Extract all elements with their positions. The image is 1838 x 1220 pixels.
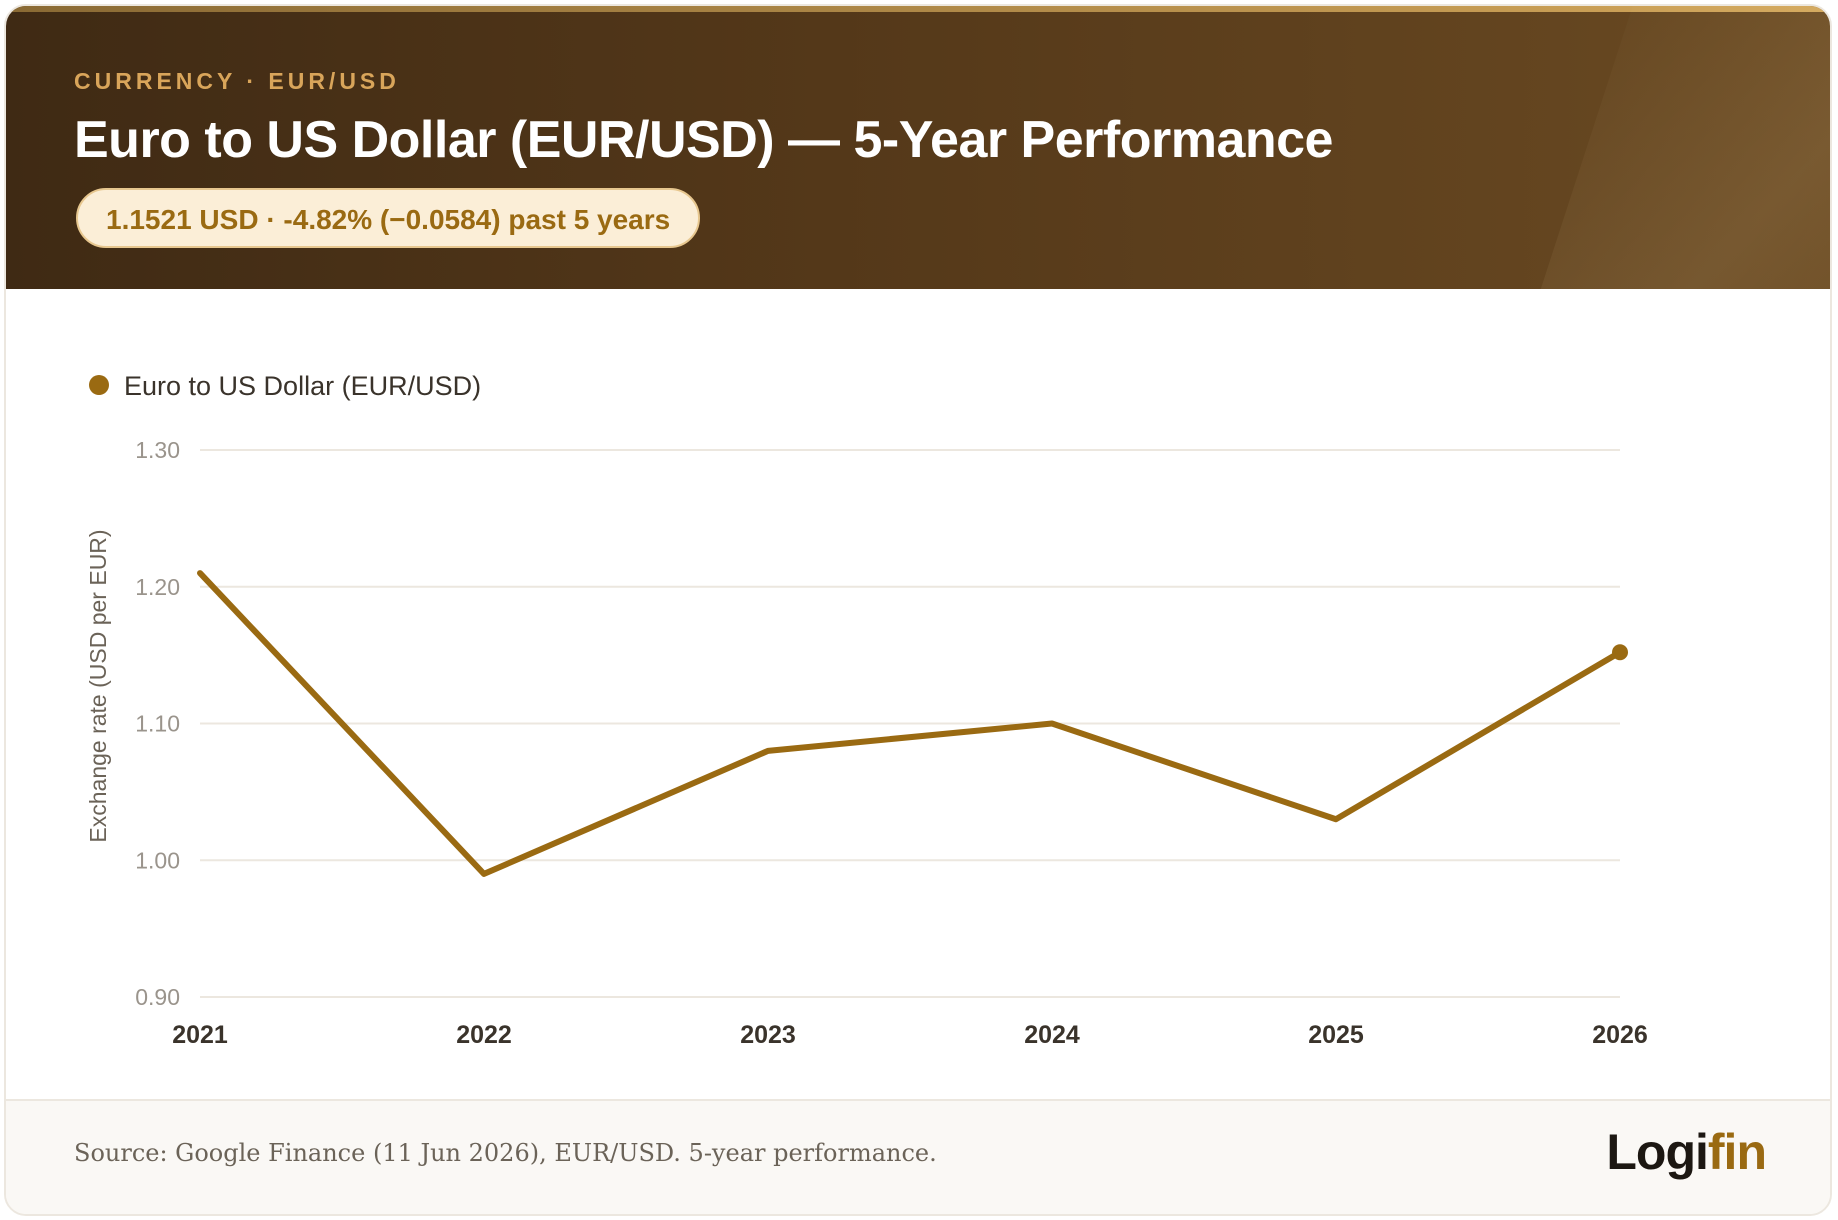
legend-label: Euro to US Dollar (EUR/USD) <box>124 371 481 401</box>
chart-card: CURRENCY · EUR/USD Euro to US Dollar (EU… <box>4 4 1832 1216</box>
x-tick-label: 2021 <box>172 1021 228 1049</box>
grid-lines <box>200 449 1620 998</box>
latest-value-point <box>1612 644 1628 661</box>
header-accent-bar <box>6 6 1830 12</box>
page-title: Euro to US Dollar (EUR/USD) — 5-Year Per… <box>74 111 1333 169</box>
y-axis-ticks: 1.30 1.20 1.10 1.00 0.90 <box>135 437 180 1010</box>
header-banner: CURRENCY · EUR/USD Euro to US Dollar (EU… <box>6 6 1830 289</box>
performance-badge: 1.1521 USD · -4.82% (−0.0584) past 5 yea… <box>76 188 701 248</box>
header-sheen <box>1524 6 1830 289</box>
y-tick-label: 1.20 <box>135 574 180 600</box>
y-axis-label: Exchange rate (USD per EUR) <box>85 529 111 842</box>
series-layer <box>197 570 1628 877</box>
x-tick-label: 2023 <box>740 1021 796 1049</box>
y-tick-label: 1.30 <box>135 437 180 463</box>
brand-logo[interactable]: Logifin <box>1606 1123 1767 1181</box>
category-eyebrow: CURRENCY · EUR/USD <box>74 68 400 94</box>
series-line <box>197 570 1623 877</box>
x-axis-ticks: 2021 2022 2023 2024 2025 2026 <box>172 1021 1648 1049</box>
x-tick-label: 2022 <box>456 1021 512 1049</box>
x-tick-label: 2025 <box>1308 1021 1364 1049</box>
logo-text-primary: Logi <box>1606 1124 1709 1180</box>
y-tick-label: 1.00 <box>135 847 180 873</box>
y-tick-label: 1.10 <box>135 711 180 737</box>
chart-legend: Euro to US Dollar (EUR/USD) <box>89 371 481 401</box>
x-tick-label: 2026 <box>1592 1021 1648 1049</box>
logo-text-accent: fin <box>1707 1124 1767 1180</box>
footer: Source: Google Finance (11 Jun 2026), EU… <box>6 1099 1830 1214</box>
line-chart: Euro to US Dollar (EUR/USD) Exchange rat… <box>85 371 1648 1049</box>
source-note: Source: Google Finance (11 Jun 2026), EU… <box>74 1139 937 1167</box>
legend-marker <box>89 375 109 395</box>
y-tick-label: 0.90 <box>135 984 180 1010</box>
x-tick-label: 2024 <box>1024 1021 1080 1049</box>
